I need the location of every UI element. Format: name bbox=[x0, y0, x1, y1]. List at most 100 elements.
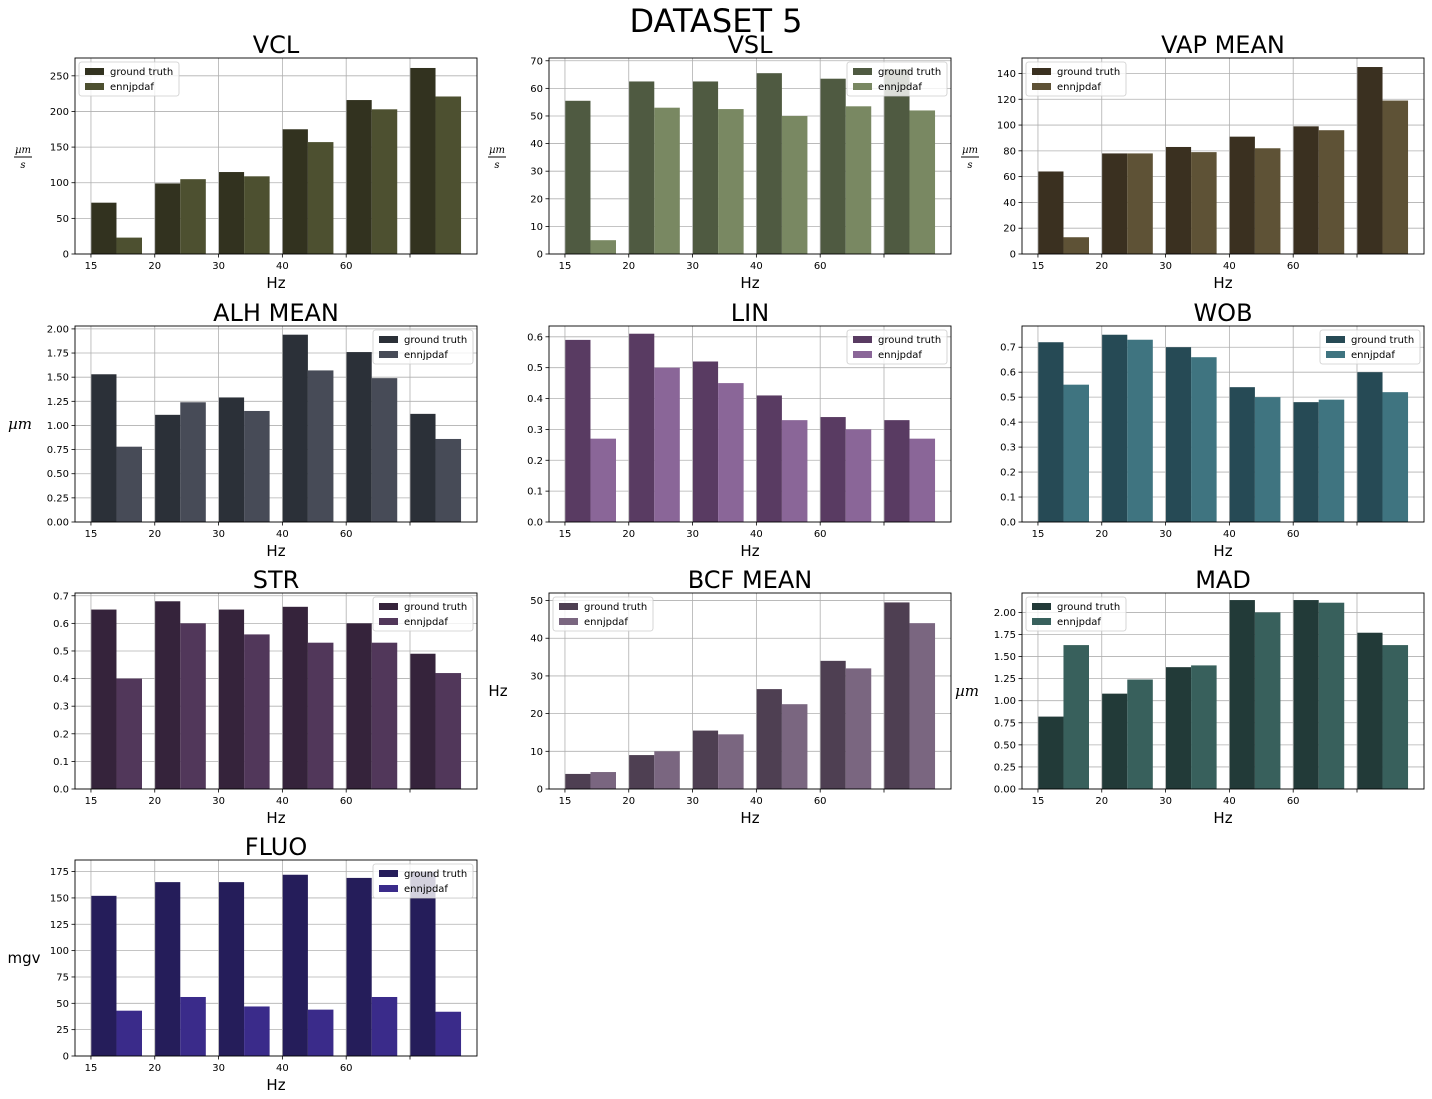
x-tick-label: 30 bbox=[1159, 529, 1172, 540]
y-tick-label: 0.0 bbox=[53, 785, 69, 796]
subplot-title: VSL bbox=[727, 31, 773, 59]
bar-ground-truth bbox=[1229, 600, 1255, 789]
legend-label: ground truth bbox=[584, 602, 647, 613]
y-tick-label: 1.25 bbox=[994, 674, 1016, 685]
bar-ground-truth bbox=[756, 689, 782, 789]
y-tick-label: 0.0 bbox=[1000, 518, 1016, 529]
x-tick-label: 40 bbox=[276, 529, 289, 540]
x-tick-label: 20 bbox=[622, 529, 635, 540]
legend-label: ennjpdaf bbox=[1351, 350, 1395, 361]
legend-label: ground truth bbox=[404, 335, 467, 346]
legend-label: ennjpdaf bbox=[404, 617, 448, 628]
bar-ennjpdaf bbox=[654, 751, 680, 789]
bar-ground-truth bbox=[218, 609, 245, 789]
bar-ground-truth bbox=[1293, 600, 1319, 789]
legend-swatch bbox=[559, 618, 578, 625]
legend: ground truth ennjpdaf bbox=[846, 61, 948, 97]
y-tick-label: 1.00 bbox=[47, 421, 69, 432]
x-axis-label: Hz bbox=[740, 274, 759, 292]
bar-ennjpdaf bbox=[1382, 100, 1409, 254]
bar-ground-truth bbox=[564, 100, 591, 255]
bar-ground-truth bbox=[154, 882, 181, 1056]
x-tick-label: 20 bbox=[1095, 529, 1108, 540]
axes-frame bbox=[1021, 57, 1425, 255]
bar-ground-truth bbox=[1101, 334, 1128, 522]
legend-swatch bbox=[853, 336, 872, 343]
bar-ground-truth bbox=[410, 653, 436, 789]
y-tick-label: 0 bbox=[63, 1052, 69, 1063]
y-tick-label: 140 bbox=[997, 69, 1016, 80]
y-tick-label: 100 bbox=[50, 178, 69, 189]
x-tick-label: 15 bbox=[1032, 796, 1045, 807]
x-tick-label: 15 bbox=[85, 261, 98, 272]
bar-ennjpdaf bbox=[654, 107, 680, 254]
x-tick-label: 30 bbox=[212, 529, 225, 540]
y-tick-label: 175 bbox=[50, 867, 69, 878]
bar-ground-truth bbox=[282, 334, 308, 522]
y-tick-label: 1.25 bbox=[47, 397, 69, 408]
y-tick-label: 250 bbox=[50, 71, 69, 82]
subplot-lin: 0.0 0.1 0.2 0.3 0.4 0.5 0.6 15 20 30 40 60 LIN Hz grou… bbox=[527, 299, 952, 560]
bar-ennjpdaf bbox=[590, 240, 616, 254]
y-tick-label: 0.50 bbox=[994, 740, 1016, 751]
bar-ennjpdaf bbox=[1191, 152, 1217, 254]
x-tick-label: 15 bbox=[559, 796, 572, 807]
x-tick-label: 15 bbox=[1032, 261, 1045, 272]
bar-ground-truth bbox=[1101, 693, 1128, 789]
x-axis-label: Hz bbox=[740, 809, 759, 827]
y-tick-label: 50 bbox=[56, 214, 69, 225]
legend-swatch bbox=[1326, 351, 1345, 358]
bar-ennjpdaf bbox=[116, 446, 142, 522]
y-tick-label: 0.3 bbox=[527, 425, 543, 436]
legend: ground truth ennjpdaf bbox=[1025, 61, 1127, 97]
bar-ground-truth bbox=[628, 333, 655, 522]
x-axis-label: Hz bbox=[266, 1076, 285, 1094]
y-tick-label: 100 bbox=[50, 946, 69, 957]
subplot-fluo: 0 25 50 75 100 125 150 175 15 20 30 40 60 FLUO Hz mgv gr… bbox=[7, 833, 478, 1094]
axes-frame bbox=[548, 57, 952, 255]
y-tick-label: 0.1 bbox=[527, 487, 543, 498]
axes-frame bbox=[74, 325, 478, 523]
bar-ennjpdaf bbox=[116, 678, 142, 789]
bar-ennjpdaf bbox=[116, 237, 142, 254]
y-axis-label-denominator: s bbox=[20, 160, 25, 171]
bar-ground-truth bbox=[628, 81, 655, 255]
legend: ground truth ennjpdaf bbox=[1025, 596, 1127, 632]
x-tick-label: 20 bbox=[1095, 796, 1108, 807]
bar-ennjpdaf bbox=[1063, 645, 1089, 789]
y-axis-label: µm bbox=[955, 682, 979, 700]
x-tick-label: 30 bbox=[212, 796, 225, 807]
y-tick-label: 0.5 bbox=[1000, 393, 1016, 404]
bar-ground-truth bbox=[410, 871, 436, 1056]
bar-ennjpdaf bbox=[180, 402, 206, 522]
legend-label: ground truth bbox=[404, 869, 467, 880]
x-tick-label: 30 bbox=[1159, 261, 1172, 272]
y-tick-label: 0.75 bbox=[994, 718, 1016, 729]
bar-ennjpdaf bbox=[371, 996, 398, 1056]
bar-ennjpdaf bbox=[1318, 602, 1345, 789]
legend-label: ennjpdaf bbox=[404, 884, 448, 895]
y-tick-label: 0.5 bbox=[53, 646, 69, 657]
y-tick-label: 150 bbox=[50, 143, 69, 154]
legend-label: ground truth bbox=[1057, 67, 1120, 78]
y-tick-label: 200 bbox=[50, 107, 69, 118]
bar-ennjpdaf bbox=[845, 106, 872, 254]
bar-ground-truth bbox=[884, 69, 910, 254]
bar-ennjpdaf bbox=[590, 438, 616, 522]
bar-ennjpdaf bbox=[781, 115, 808, 254]
subplot-title: WOB bbox=[1193, 299, 1252, 327]
bar-ennjpdaf bbox=[654, 367, 680, 522]
x-tick-label: 20 bbox=[148, 529, 161, 540]
x-axis-label: Hz bbox=[740, 542, 759, 560]
bar-ennjpdaf bbox=[1382, 645, 1409, 789]
bar-ennjpdaf bbox=[1382, 392, 1409, 522]
y-tick-label: 0.7 bbox=[53, 591, 69, 602]
y-tick-label: 30 bbox=[530, 167, 543, 178]
bar-ennjpdaf bbox=[909, 623, 936, 789]
y-tick-label: 2.00 bbox=[47, 324, 69, 335]
subplot-wob: 0.0 0.1 0.2 0.3 0.4 0.5 0.6 0.7 15 20 30 40 60 WOB Hz g… bbox=[1000, 299, 1425, 560]
y-tick-label: 1.75 bbox=[994, 630, 1016, 641]
bar-ennjpdaf bbox=[435, 1011, 462, 1056]
legend: ground truth ennjpdaf bbox=[846, 329, 948, 365]
y-tick-label: 1.50 bbox=[994, 652, 1016, 663]
